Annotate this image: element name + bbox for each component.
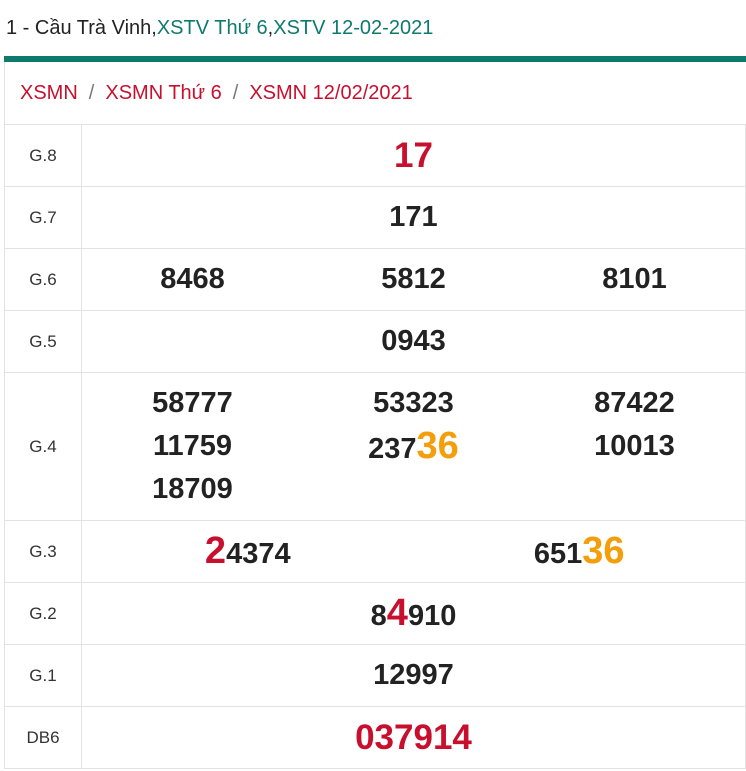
title-prefix: 1 - Cầu Trà Vinh, <box>6 16 157 39</box>
table-row-g5: G.5 0943 <box>4 310 746 373</box>
prize-g3-values: 24374 65136 <box>81 520 746 583</box>
page-title: 1 - Cầu Trà Vinh, XSTV Thứ 6 , XSTV 12-0… <box>0 0 746 56</box>
number-rest: 4374 <box>226 538 291 570</box>
xstv-date-link[interactable]: XSTV 12-02-2021 <box>273 16 434 39</box>
table-row-g3: G.3 24374 65136 <box>4 520 746 583</box>
breadcrumb-separator: / <box>232 81 239 104</box>
table-row-g6: G.6 8468 5812 8101 <box>4 248 746 311</box>
prize-label: G.5 <box>4 310 82 373</box>
table-row-g1: G.1 12997 <box>4 644 746 707</box>
prize-g6-values: 8468 5812 8101 <box>81 248 746 311</box>
prize-g4-number: 23736 <box>303 425 524 468</box>
number-prefix: 237 <box>368 433 417 465</box>
breadcrumb-item-date[interactable]: XSMN 12/02/2021 <box>249 81 413 104</box>
highlight-digits: 2 <box>204 530 227 572</box>
prize-label: G.4 <box>4 372 82 521</box>
table-row-g4: G.4 58777 11759 18709 53323 23736 87422 … <box>4 372 746 521</box>
table-row-g7: G.7 171 <box>4 186 746 249</box>
number-prefix: 8 <box>370 600 387 632</box>
prize-db-value: 037914 <box>81 706 746 769</box>
header-divider <box>4 56 746 62</box>
prize-g6-number: 8468 <box>160 263 225 295</box>
title-comma: , <box>267 16 274 39</box>
prize-g3-number: 24374 <box>82 530 414 573</box>
prize-label: G.1 <box>4 644 82 707</box>
breadcrumb-item-xsmn[interactable]: XSMN <box>20 81 78 104</box>
prize-g4-values: 58777 11759 18709 53323 23736 87422 1001… <box>81 372 746 521</box>
table-row-g2: G.2 84910 <box>4 582 746 645</box>
table-row-db: DB6 037914 <box>4 706 746 769</box>
highlight-digits: 36 <box>582 530 625 572</box>
prize-g4-number: 53323 <box>373 387 454 419</box>
breadcrumb: XSMN / XSMN Thứ 6 / XSMN 12/02/2021 <box>4 62 746 124</box>
prize-g8-value: 17 <box>81 124 746 187</box>
prize-g7-value: 171 <box>81 186 746 249</box>
highlight-digits: 36 <box>416 425 459 467</box>
prize-g5-value: 0943 <box>81 310 746 373</box>
prize-label: DB6 <box>4 706 82 769</box>
prize-g8-number: 17 <box>394 135 433 175</box>
prize-label: G.3 <box>4 520 82 583</box>
prize-g4-number: 58777 <box>152 387 233 419</box>
prize-g2-value: 84910 <box>81 582 746 645</box>
prize-g1-value: 12997 <box>81 644 746 707</box>
prize-label: G.8 <box>4 124 82 187</box>
number-prefix: 651 <box>533 538 583 570</box>
prize-label: G.2 <box>4 582 82 645</box>
prize-g3-number: 65136 <box>414 530 746 573</box>
special-prize-number: 037914 <box>355 717 472 757</box>
highlight-digits: 4 <box>386 592 408 634</box>
prize-g4-number: 10013 <box>594 430 675 462</box>
prize-g4-number: 87422 <box>594 387 675 419</box>
prize-g4-number: 18709 <box>152 473 233 505</box>
prize-label: G.7 <box>4 186 82 249</box>
prize-g4-number: 11759 <box>152 430 233 462</box>
prize-g6-number: 5812 <box>381 263 446 295</box>
prize-g6-number: 8101 <box>602 263 667 295</box>
prize-label: G.6 <box>4 248 82 311</box>
breadcrumb-item-weekday[interactable]: XSMN Thứ 6 <box>105 81 222 104</box>
number-rest: 910 <box>407 600 457 632</box>
xstv-weekday-link[interactable]: XSTV Thứ 6 <box>156 16 268 39</box>
table-row-g8: G.8 17 <box>4 124 746 187</box>
results-table: G.8 17 G.7 171 G.6 8468 5812 8101 G.5 09… <box>4 124 746 769</box>
breadcrumb-separator: / <box>88 81 95 104</box>
